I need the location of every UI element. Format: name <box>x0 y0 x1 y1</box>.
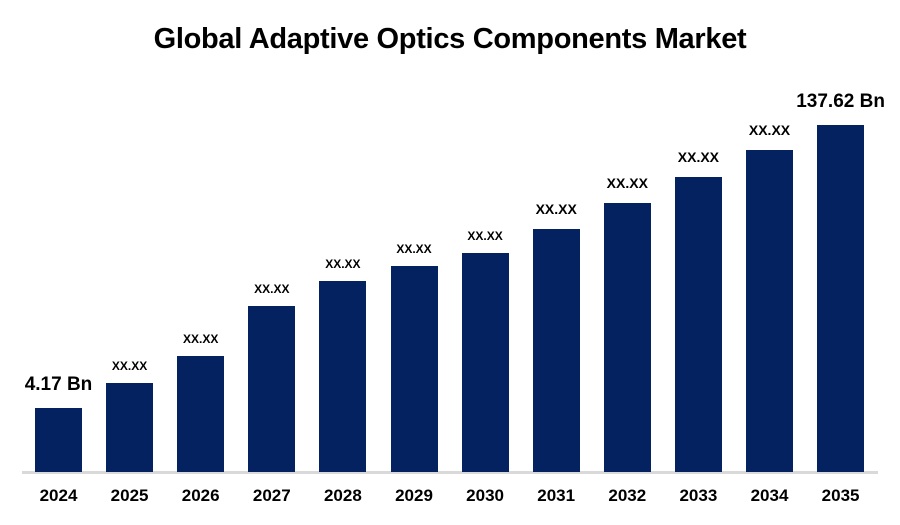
value-label-2032: XX.XX <box>606 175 648 191</box>
value-label-2033: XX.XX <box>677 149 720 165</box>
chart-title: Global Adaptive Optics Components Market <box>153 23 747 55</box>
value-label-2034: XX.XX <box>748 122 791 138</box>
value-label-2028: XX.XX <box>325 257 361 271</box>
bar-2032 <box>603 203 651 472</box>
bar-2027 <box>248 306 296 472</box>
category-label-2030: 2030 <box>466 486 505 505</box>
value-label-2031: XX.XX <box>535 201 577 217</box>
category-label-2035: 2035 <box>821 486 860 505</box>
category-label-2034: 2034 <box>750 486 789 505</box>
category-label-2024: 2024 <box>39 486 78 505</box>
bar-2030 <box>461 253 509 472</box>
category-label-2032: 2032 <box>608 486 647 505</box>
category-label-2031: 2031 <box>537 486 576 505</box>
x-axis-line <box>22 471 878 474</box>
category-label-2027: 2027 <box>252 486 291 505</box>
bar-2024 <box>35 408 82 472</box>
category-label-2033: 2033 <box>679 486 718 505</box>
bar-2029 <box>390 266 438 472</box>
value-label-2027: XX.XX <box>254 282 290 296</box>
bar-2031 <box>532 229 580 472</box>
value-label-2024: 4.17 Bn <box>24 374 93 395</box>
value-label-2030: XX.XX <box>467 229 503 243</box>
bar-2035 <box>817 125 865 472</box>
bar-2026 <box>177 356 225 472</box>
bar-2034 <box>746 150 793 472</box>
value-label-2025: XX.XX <box>111 359 148 373</box>
category-label-2029: 2029 <box>395 486 433 505</box>
value-label-2029: XX.XX <box>396 242 432 256</box>
value-label-2035: 137.62 Bn <box>796 91 885 112</box>
bar-2025 <box>106 383 154 472</box>
category-label-2028: 2028 <box>323 486 362 505</box>
bar-2033 <box>674 177 722 472</box>
category-label-2026: 2026 <box>181 486 220 505</box>
value-label-2026: XX.XX <box>183 332 219 346</box>
category-label-2025: 2025 <box>110 486 149 505</box>
bar-2028 <box>319 281 367 472</box>
